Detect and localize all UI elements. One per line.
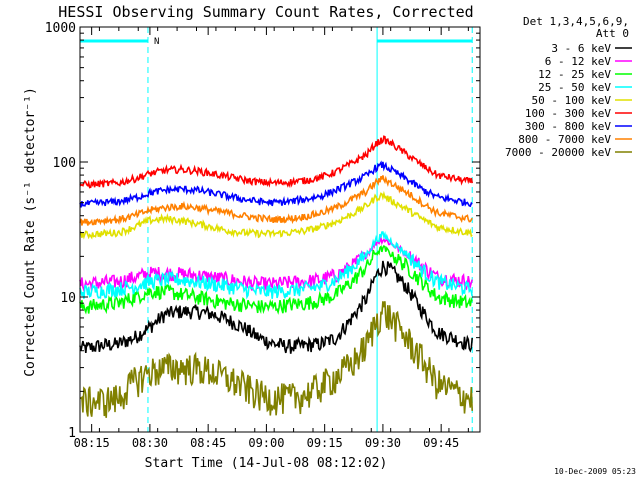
series-line-2 [79,244,473,315]
series-line-5 [79,135,473,189]
legend-label: 6 - 12 keV [545,55,612,68]
legend-label: 50 - 100 keV [532,94,612,107]
legend-label: 25 - 50 keV [538,81,611,94]
series-line-3 [79,231,473,300]
series-line-8 [79,301,473,418]
x-tick-label: 08:30 [132,436,168,450]
legend-label: 100 - 300 keV [525,107,611,120]
x-tick-label: 09:15 [307,436,343,450]
legend-header: Att 0 [596,27,629,40]
series-line-0 [79,260,473,354]
x-axis-label: Start Time (14-Jul-08 08:12:02) [145,456,388,471]
legend-label: 300 - 800 keV [525,120,611,133]
series-line-4 [79,190,473,240]
legend-label: 7000 - 20000 keV [505,146,611,159]
y-tick-label: 10 [60,291,76,306]
plot-frame [79,26,481,433]
x-tick-label: 08:15 [74,436,110,450]
plot-area [80,27,480,432]
night-annotation: N [154,37,159,47]
x-tick-label: 09:45 [423,436,459,450]
chart-title: HESSI Observing Summary Count Rates, Cor… [58,3,473,21]
x-tick-label: 08:45 [190,436,226,450]
plot-background [80,27,480,432]
y-tick-label: 1000 [45,21,76,36]
x-tick-label: 09:00 [248,436,284,450]
legend-label: 800 - 7000 keV [518,133,611,146]
legend-header: Det 1,3,4,5,6,9, [523,15,629,28]
y-axis-label: Corrected Count Rate (s⁻¹ detector⁻¹) [23,87,38,377]
legend-label: 12 - 25 keV [538,68,611,81]
series-line-7 [79,175,473,227]
legend-label: 3 - 6 keV [551,42,611,55]
data-series [79,135,473,418]
axes: 08:15 08:30 08:45 09:00 09:15 09:30 09:45 1 10 10… [45,21,481,450]
y-tick-label: 1 [68,426,76,441]
x-tick-label: 09:30 [365,436,401,450]
footer-timestamp: 10-Dec-2009 05:23 [554,467,636,476]
series-line-6 [79,160,473,208]
y-tick-label: 100 [53,156,76,171]
